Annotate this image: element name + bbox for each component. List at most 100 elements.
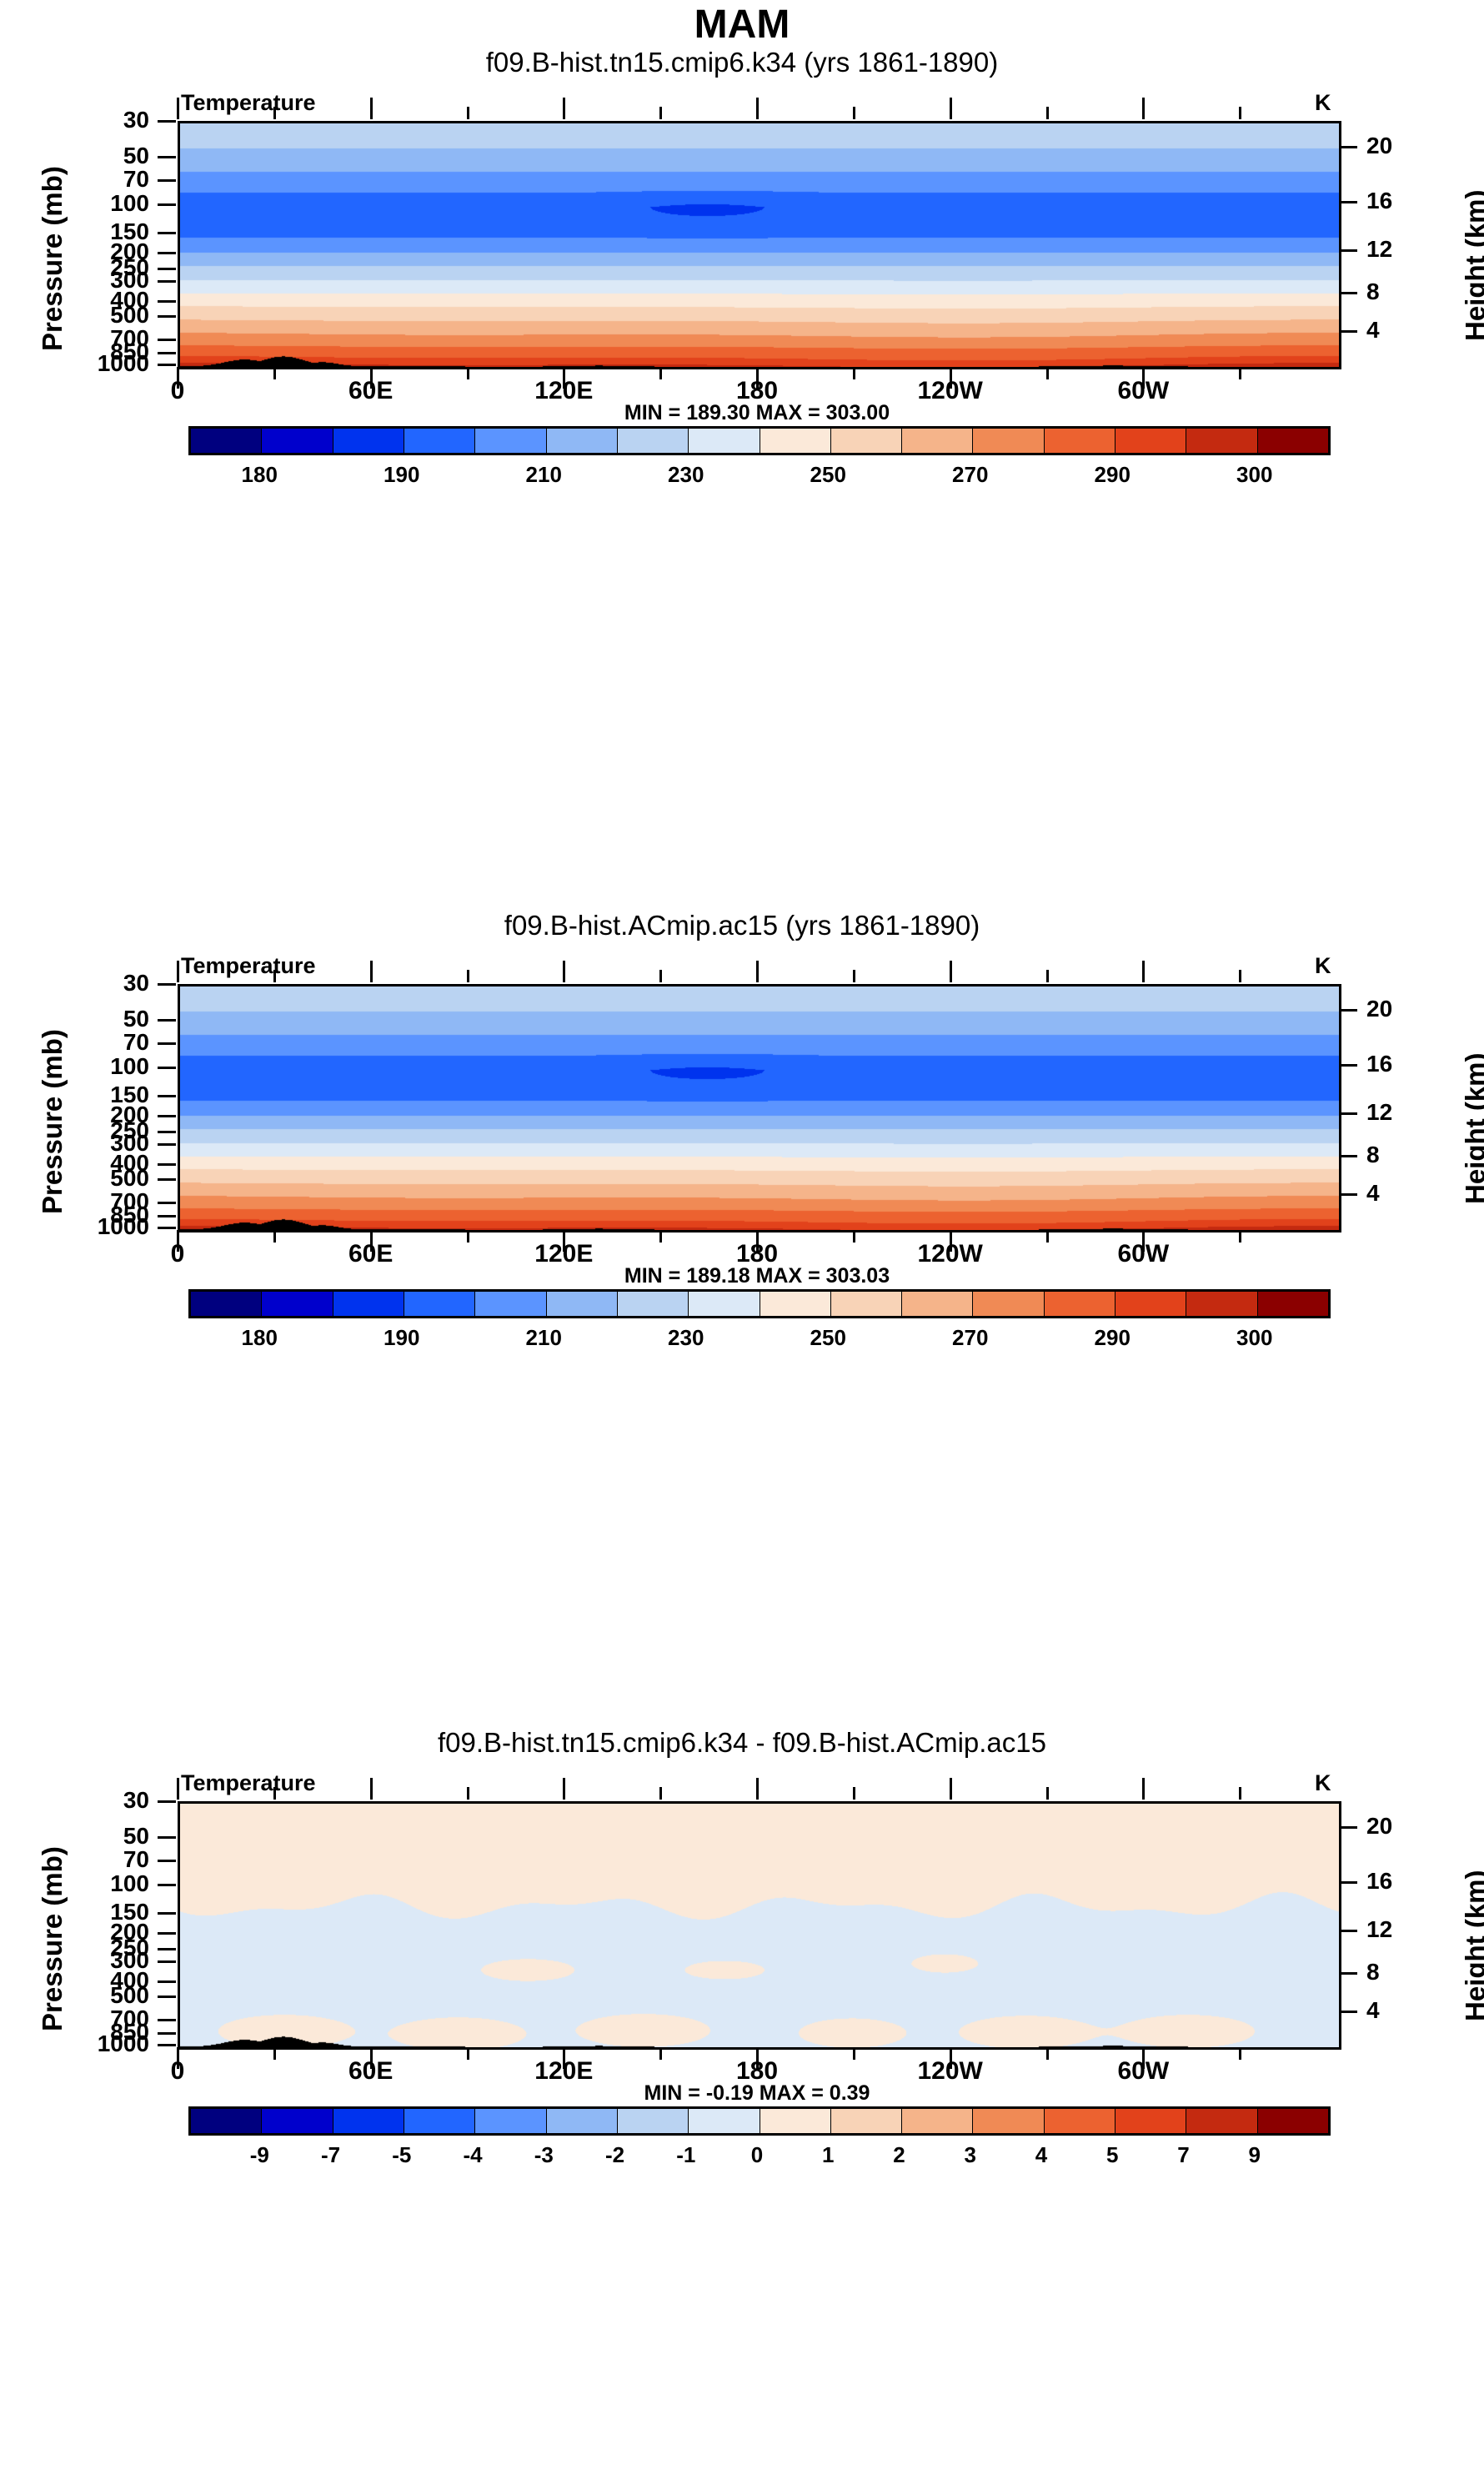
x-tick-major-top [756, 98, 759, 119]
x-tick-major-top [756, 1778, 759, 1800]
y-tick-left [158, 279, 176, 283]
y-tick-right [1339, 1064, 1357, 1067]
x-tick-label: 120W [917, 1240, 983, 1268]
colorbar-cell [760, 2109, 831, 2133]
y-tick-right [1339, 329, 1357, 333]
x-tick-label: 60W [1117, 1240, 1170, 1268]
colorbar-tick-label: -2 [604, 2142, 625, 2167]
y-tick-left [158, 1912, 176, 1915]
x-tick-major-bottom [756, 367, 759, 389]
colorbar-cell [902, 1292, 974, 1316]
x-tick-major-top [369, 98, 373, 119]
x-tick-minor-top [1239, 107, 1242, 119]
y-tick-label-pressure: 30 [123, 107, 149, 133]
colorbar-tick-label: -1 [676, 2142, 696, 2167]
colorbar-tick-label: -4 [463, 2142, 483, 2167]
colorbar-cell [262, 2109, 333, 2133]
x-tick-minor-top [1239, 970, 1242, 982]
y-tick-left [158, 1162, 176, 1166]
x-tick-minor-bottom [1045, 1230, 1049, 1243]
x-tick-label: 60W [1117, 2057, 1170, 2085]
y-tick-label-height: 12 [1366, 235, 1393, 262]
panel-title: f09.B-hist.tn15.cmip6.k34 - f09.B-hist.A… [438, 1727, 1046, 1758]
x-tick-minor-bottom [852, 1230, 855, 1243]
y-tick-label-height: 16 [1366, 188, 1393, 214]
x-tick-major-top [1142, 98, 1146, 119]
colorbar-cell [546, 2109, 618, 2133]
y-tick-label-pressure: 500 [110, 302, 149, 329]
x-tick-minor-bottom [273, 367, 276, 379]
x-tick-major-bottom [756, 2047, 759, 2069]
x-tick-minor-top [273, 970, 276, 982]
x-tick-major-bottom [563, 367, 566, 389]
colorbar-tick-label: 9 [1248, 2142, 1261, 2167]
x-tick-major-top [949, 961, 952, 982]
colorbar-cell [1116, 429, 1187, 453]
colorbar-tick-label: 230 [668, 1325, 704, 1350]
colorbar-cell [1186, 1292, 1258, 1316]
colorbar-tick-label: 2 [893, 2142, 905, 2167]
colorbar-cell [404, 429, 476, 453]
colorbar-cell [1044, 2109, 1116, 2133]
colorbar-tick-label: 3 [964, 2142, 976, 2167]
colorbar [188, 426, 1331, 455]
x-tick-major-bottom [177, 367, 179, 389]
x-tick-major-bottom [1142, 2047, 1146, 2069]
x-tick-label: 0 [170, 1240, 185, 1268]
y-tick-label-pressure: 30 [123, 970, 149, 996]
y-tick-left [158, 1178, 176, 1182]
colorbar-cell [191, 1292, 263, 1316]
y-tick-left [158, 1067, 176, 1070]
y-tick-left [158, 1996, 176, 1999]
y-tick-label-pressure: 1000 [97, 350, 149, 376]
y-tick-label-pressure: 250 [110, 1117, 149, 1143]
y-tick-left [158, 339, 176, 342]
colorbar-cell [902, 429, 974, 453]
y-tick-label-pressure: 300 [110, 1129, 149, 1156]
x-tick-major-top [177, 98, 179, 119]
y-tick-left [158, 267, 176, 270]
variable-label: Temperature [181, 90, 316, 115]
plot-area [178, 1801, 1341, 2050]
colorbar-tick-label: 4 [1035, 2142, 1048, 2167]
x-tick-minor-top [852, 1787, 855, 1800]
x-tick-minor-bottom [1045, 367, 1049, 379]
colorbar-tick-label: 180 [241, 462, 278, 487]
y-tick-label-height: 8 [1366, 278, 1380, 304]
y-tick-left [158, 2032, 176, 2036]
x-tick-label: 120W [917, 377, 983, 404]
y-tick-left [158, 2044, 176, 2046]
x-tick-major-bottom [177, 2047, 179, 2069]
colorbar-cell [262, 1292, 333, 1316]
x-tick-minor-top [1045, 1787, 1049, 1800]
y-tick-label-pressure: 30 [123, 1787, 149, 1813]
y-tick-label-height: 8 [1366, 1141, 1380, 1167]
y-tick-label-pressure: 500 [110, 1982, 149, 2009]
y-tick-label-pressure: 700 [110, 1188, 149, 1215]
y-axis-title-height: Height (km) [1460, 1870, 1484, 2022]
y-tick-left [158, 1859, 176, 1862]
colorbar-cell [333, 429, 404, 453]
y-tick-label-pressure: 850 [110, 1202, 149, 1228]
x-tick-minor-top [659, 970, 663, 982]
x-tick-major-bottom [369, 1230, 373, 1252]
y-tick-left [158, 1018, 176, 1022]
colorbar-cell [830, 1292, 903, 1316]
colorbar-cell [1257, 1292, 1328, 1316]
x-tick-label: 180 [735, 2057, 779, 2085]
colorbar-cell [1257, 2109, 1328, 2133]
x-tick-major-bottom [177, 1230, 179, 1252]
x-tick-major-top [563, 1778, 566, 1800]
x-tick-minor-bottom [1239, 1230, 1242, 1243]
colorbar-cell [1116, 1292, 1187, 1316]
colorbar-cell [262, 429, 333, 453]
y-tick-label-pressure: 700 [110, 2006, 149, 2032]
colorbar-cell [475, 429, 547, 453]
x-tick-label: 60E [348, 1240, 394, 1268]
colorbar-cell [1044, 429, 1116, 453]
colorbar-cell [689, 2109, 760, 2133]
x-tick-minor-top [852, 970, 855, 982]
x-tick-label: 60E [348, 2057, 394, 2085]
y-tick-left [158, 1835, 176, 1839]
panel-title: f09.B-hist.tn15.cmip6.k34 (yrs 1861-1890… [485, 47, 999, 78]
